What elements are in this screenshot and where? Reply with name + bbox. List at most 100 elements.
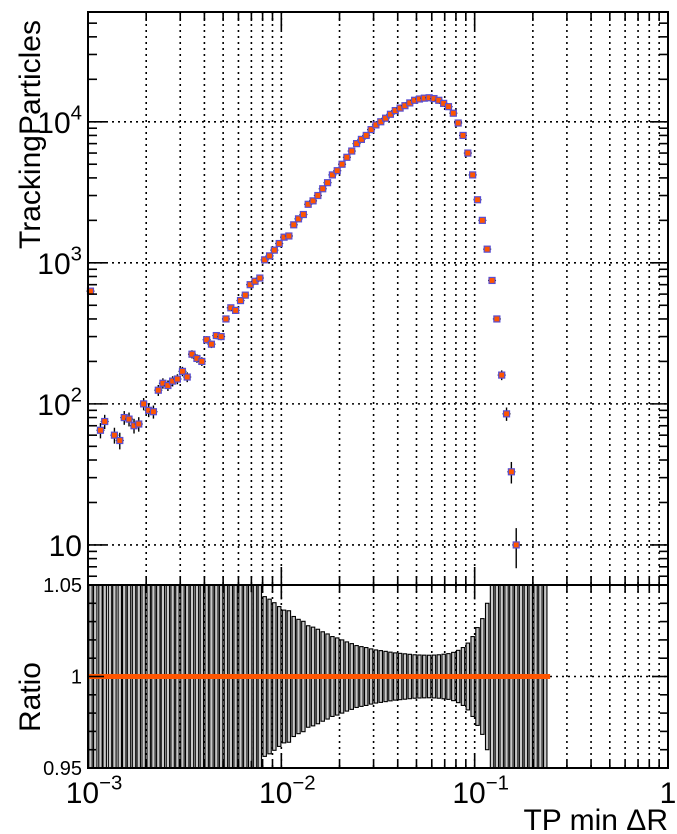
data-point: [402, 103, 408, 109]
y-tick-label: 102: [37, 384, 82, 422]
y-tick-label: 10: [49, 530, 82, 563]
data-point: [465, 150, 471, 156]
data-point: [344, 154, 350, 160]
data-point: [504, 411, 509, 417]
ratio-y-axis-title: Ratio: [14, 662, 47, 732]
data-point: [184, 374, 190, 380]
data-point: [450, 110, 456, 116]
data-point: [204, 337, 210, 343]
data-point: [233, 307, 238, 313]
data-point: [213, 333, 219, 338]
data-point: [98, 427, 103, 433]
data-point: [112, 432, 117, 438]
data-point: [475, 197, 480, 203]
data-series: [86, 94, 521, 569]
data-point: [421, 95, 427, 101]
data-point: [373, 122, 379, 128]
x-axis-title: TP min ΔR: [523, 804, 668, 834]
data-point: [136, 421, 142, 427]
data-point: [494, 316, 500, 322]
data-point: [407, 100, 413, 106]
data-point: [489, 278, 495, 283]
data-point: [329, 172, 335, 178]
y-tick-label: 104: [37, 102, 82, 140]
data-point: [349, 148, 355, 154]
data-point: [170, 378, 176, 384]
data-point: [484, 246, 490, 252]
data-point: [271, 247, 277, 253]
data-point: [300, 212, 306, 217]
x-tick-label: 1: [660, 777, 677, 810]
ratio-y-tick-label: 0.95: [43, 758, 82, 780]
data-point: [160, 380, 166, 386]
data-point: [378, 119, 384, 125]
data-point: [499, 372, 505, 378]
data-point: [155, 387, 161, 393]
data-point: [102, 419, 108, 424]
data-point: [397, 105, 403, 111]
data-point: [479, 217, 485, 223]
data-point: [354, 141, 359, 147]
data-point: [131, 423, 137, 429]
data-point: [339, 161, 345, 167]
ratio-y-tick-label: 1: [71, 667, 82, 689]
data-point: [286, 233, 292, 239]
data-point: [513, 542, 519, 548]
data-point: [446, 104, 451, 110]
data-point: [441, 100, 447, 106]
data-point: [334, 168, 340, 174]
data-point: [228, 305, 234, 311]
data-point: [392, 108, 398, 113]
data-point: [174, 376, 180, 382]
x-tick-label: 10−2: [259, 773, 316, 811]
data-point: [363, 133, 369, 138]
data-point: [276, 241, 282, 246]
x-tick-label: 10−1: [452, 773, 509, 811]
data-point: [218, 334, 224, 339]
data-point: [194, 356, 200, 361]
data-point: [358, 136, 364, 142]
data-point: [383, 115, 389, 121]
data-point: [267, 253, 272, 259]
data-point: [508, 469, 514, 475]
data-point: [426, 95, 432, 101]
data-point: [368, 127, 374, 132]
data-point: [151, 409, 156, 415]
data-point: [296, 216, 301, 222]
data-point: [315, 193, 321, 198]
data-point: [305, 201, 311, 207]
data-point: [223, 316, 229, 322]
data-point: [436, 97, 442, 103]
data-point: [247, 282, 253, 288]
data-point: [470, 172, 476, 178]
ratio-plot-panel: 0.95 1 1.05 10−3 10−2 10−1 1: [43, 575, 676, 810]
data-point: [141, 401, 147, 407]
data-point: [238, 298, 243, 303]
data-point: [431, 96, 437, 101]
data-point: [189, 351, 195, 357]
data-point: [281, 234, 287, 240]
data-point: [291, 222, 297, 228]
data-point: [180, 368, 185, 374]
y-axis-title: TrackingParticles: [14, 20, 47, 249]
data-point: [257, 275, 263, 281]
data-point: [325, 180, 330, 186]
data-point: [165, 383, 171, 388]
data-point: [242, 292, 248, 298]
data-point: [460, 133, 466, 138]
data-point: [252, 278, 258, 284]
ratio-y-tick-label: 1.05: [43, 575, 82, 597]
data-point: [117, 438, 123, 443]
data-point: [320, 186, 326, 192]
main-plot-panel: 10 102 103 104: [37, 11, 669, 586]
data-point: [146, 407, 152, 413]
data-point: [412, 97, 418, 103]
data-point: [121, 415, 127, 420]
data-point: [199, 359, 205, 364]
data-point: [262, 257, 268, 263]
data-point: [126, 416, 132, 422]
data-point: [388, 111, 393, 117]
y-tick-label: 103: [37, 243, 82, 281]
data-point: [310, 198, 316, 204]
